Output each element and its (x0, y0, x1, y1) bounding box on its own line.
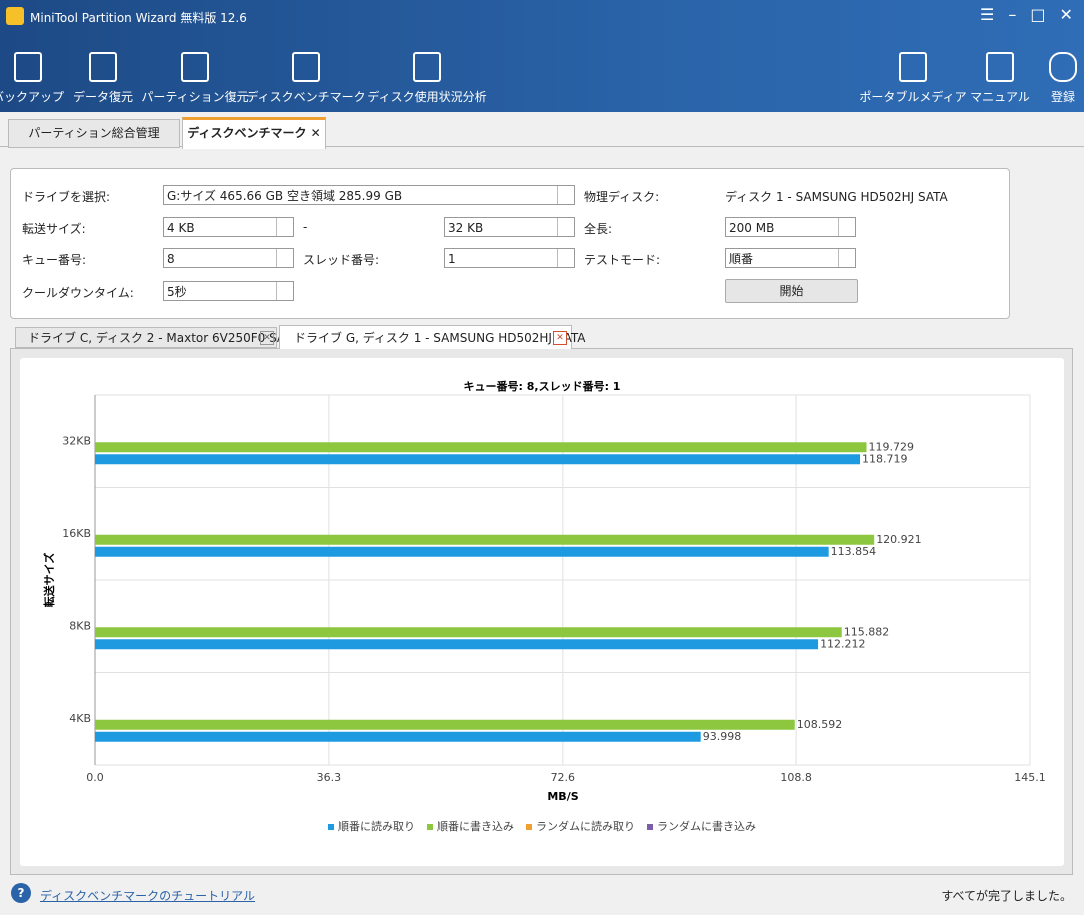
chart-title: キュー番号: 8,スレッド番号: 1 (464, 379, 621, 393)
dropdown-value: 4 KB (167, 221, 195, 235)
data-label: 108.592 (797, 718, 843, 731)
icon (292, 52, 320, 82)
dropdown-value: 順番 (729, 252, 754, 266)
dropdown-value: 5秒 (167, 285, 187, 299)
bar (95, 546, 829, 557)
header: MiniTool Partition Wizard 無料版 12.6 ☰–□✕ … (0, 0, 1084, 112)
label: スレッド番号: (303, 253, 380, 267)
start-button[interactable]: 開始 (725, 279, 858, 303)
x-tick-label: 36.3 (317, 771, 342, 784)
y-tick-label: 4KB (69, 712, 91, 725)
toolbar-button[interactable]: ポータブルメディア (859, 90, 967, 104)
label: 転送サイズ: (22, 222, 86, 236)
dropdown-value: G:サイズ 465.66 GB 空き領域 285.99 GB (167, 189, 403, 203)
x-tick-label: 72.6 (551, 771, 576, 784)
dropdown-value: 1 (448, 252, 456, 266)
toolbar-button[interactable]: マニュアル (970, 90, 1030, 104)
icon (181, 52, 209, 82)
tab[interactable]: パーティション総合管理 (8, 119, 180, 148)
y-tick-label: 8KB (69, 619, 91, 632)
close[interactable]: ✕ (553, 331, 567, 345)
status-text: すべてが完了しました。 (941, 889, 1072, 903)
legend-label: ランダムに読み取り (536, 819, 635, 833)
close[interactable]: ✕ (260, 331, 274, 345)
toolbar-button[interactable]: パーティション復元 (141, 90, 249, 104)
disk-tab[interactable]: ドライブ C, ディスク 2 - Maxtor 6V250F0 SATA ✕ (15, 327, 299, 348)
dropdown[interactable]: 5秒 (163, 281, 294, 301)
x-axis-label: MB/S (547, 790, 578, 803)
tab-label: ディスクベンチマーク (187, 126, 307, 140)
dropdown[interactable]: 4 KB (163, 217, 294, 237)
dropdown[interactable]: 32 KB (444, 217, 575, 237)
data-label: 119.729 (869, 440, 915, 453)
legend-swatch (328, 824, 334, 830)
data-label: 112.212 (820, 637, 866, 650)
bar (95, 442, 867, 453)
label: クールダウンタイム: (22, 286, 134, 300)
icon (14, 52, 42, 82)
divider (0, 146, 1084, 147)
app-title: MiniTool Partition Wizard 無料版 12.6 (30, 11, 247, 25)
icon (899, 52, 927, 82)
legend-label: 順番に読み取り (338, 819, 415, 833)
y-tick-label: 16KB (62, 527, 91, 540)
bar (95, 627, 842, 638)
bar (95, 719, 795, 730)
window-controls[interactable]: ☰–□✕ (980, 5, 1084, 24)
dropdown[interactable]: 1 (444, 248, 575, 268)
label: - (303, 220, 308, 234)
help-icon: ? (11, 883, 31, 903)
toolbar-button[interactable]: ディスク使用状況分析 (367, 90, 487, 104)
toolbar-button[interactable]: データ復元 (72, 90, 134, 104)
data-label: 118.719 (862, 452, 908, 465)
toolbar-button[interactable]: ディスクベンチマーク (246, 90, 366, 104)
data-label: 93.998 (703, 730, 742, 743)
icon (89, 52, 117, 82)
tab-active[interactable]: ディスクベンチマーク ✕ (182, 117, 326, 149)
bar (95, 639, 819, 650)
icon (1049, 52, 1077, 82)
label: キュー番号: (22, 253, 87, 267)
toolbar-button[interactable]: バックアップ (0, 90, 65, 104)
tutorial-link[interactable]: ディスクベンチマークのチュートリアル (40, 889, 256, 903)
data-label: 120.921 (876, 533, 922, 546)
disk-tab-label: ドライブ C, ディスク 2 - Maxtor 6V250F0 SATA (28, 331, 299, 345)
dropdown[interactable]: 200 MB (725, 217, 856, 237)
icon (413, 52, 441, 82)
legend-label: ランダムに書き込み (657, 819, 756, 833)
data-label: 113.854 (831, 545, 877, 558)
dropdown[interactable]: 順番 (725, 248, 856, 268)
icon (986, 52, 1014, 82)
dropdown[interactable]: 8 (163, 248, 294, 268)
toolbar-button[interactable]: 登録 (1050, 90, 1076, 104)
legend-label: 順番に書き込み (437, 819, 514, 833)
label: 物理ディスク: (584, 190, 660, 204)
app-icon (6, 7, 24, 25)
y-tick-label: 32KB (62, 434, 91, 447)
bar (95, 731, 701, 742)
bar (95, 454, 861, 465)
dropdown-value: 8 (167, 252, 175, 266)
disk-tab-label: ドライブ G, ディスク 1 - SAMSUNG HD502HJ SATA (294, 331, 586, 345)
dropdown-value: 200 MB (729, 221, 775, 235)
value: ディスク 1 - SAMSUNG HD502HJ SATA (725, 190, 948, 204)
label: 全長: (584, 222, 613, 236)
legend-swatch (427, 824, 433, 830)
dropdown[interactable]: G:サイズ 465.66 GB 空き領域 285.99 GB (163, 185, 575, 205)
legend-swatch (526, 824, 532, 830)
dropdown-value: 32 KB (448, 221, 484, 235)
disk-tab-active[interactable]: ドライブ G, ディスク 1 - SAMSUNG HD502HJ SATA ✕ (279, 325, 585, 349)
label: テストモード: (584, 253, 661, 267)
legend-swatch (647, 824, 653, 830)
y-axis-label: 転送サイズ (42, 553, 56, 608)
bar (95, 534, 875, 545)
label: ドライブを選択: (22, 190, 111, 204)
data-label: 115.882 (844, 625, 890, 638)
x-tick-label: 0.0 (86, 771, 104, 784)
x-tick-label: 108.8 (780, 771, 812, 784)
x-tick-label: 145.1 (1014, 771, 1046, 784)
